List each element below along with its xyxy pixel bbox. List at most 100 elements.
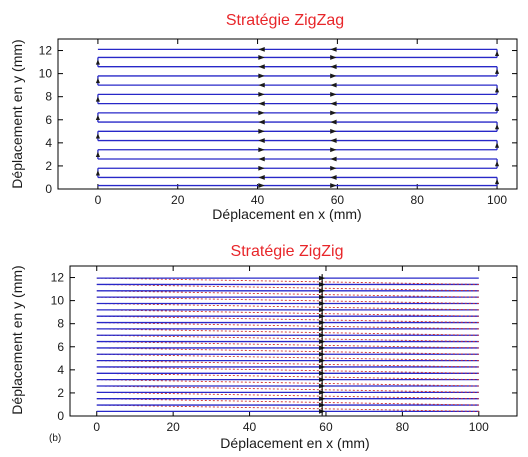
y-tick-label: 6 xyxy=(45,113,52,127)
x-axis-label-zigzig: Déplacement en x (mm) xyxy=(220,435,369,451)
direction-arrow xyxy=(330,183,337,188)
direction-arrow xyxy=(258,183,265,188)
step-arrow xyxy=(494,105,500,111)
direction-arrow xyxy=(330,175,337,180)
return-line xyxy=(96,296,479,304)
x-tick-label: 80 xyxy=(396,420,410,434)
return-line xyxy=(96,404,479,412)
step-arrow xyxy=(494,161,500,167)
direction-arrow xyxy=(258,46,265,52)
x-tick-label: 0 xyxy=(95,193,102,207)
step-arrow xyxy=(95,77,100,84)
direction-arrow xyxy=(330,82,337,88)
direction-arrow xyxy=(330,156,337,162)
return-line xyxy=(96,353,479,362)
direction-arrow xyxy=(258,110,265,116)
chart-zigzig: Stratégie ZigZig 0 20 40 60 80 100 0 2 4 6 8 10 12 (… xyxy=(9,243,518,451)
x-tick-label: 40 xyxy=(251,193,265,207)
direction-arrow xyxy=(330,119,337,125)
panel-label-b: (b) xyxy=(49,433,61,444)
direction-arrow xyxy=(330,110,337,116)
x-tick-label: 20 xyxy=(166,420,180,434)
y-axis-label-zigzig: Déplacement en y (mm) xyxy=(9,265,25,414)
return-line xyxy=(96,303,479,311)
direction-arrow xyxy=(330,73,337,79)
y-tick-label: 8 xyxy=(45,90,52,104)
plot-area-zigzag xyxy=(57,38,518,190)
step-arrow xyxy=(95,96,100,102)
direction-arrow xyxy=(330,128,337,134)
direction-arrow xyxy=(258,175,265,180)
direction-arrow xyxy=(258,138,265,143)
y-tick-label: 4 xyxy=(45,136,52,150)
direction-arrow xyxy=(330,64,337,70)
y-tick-label: 2 xyxy=(45,159,52,173)
step-arrow xyxy=(494,50,500,57)
direction-arrow xyxy=(258,91,265,97)
return-line xyxy=(96,322,479,330)
direction-arrow xyxy=(330,147,337,153)
direction-arrow xyxy=(330,165,337,171)
axis-ticks-zigzig: 0 20 40 60 80 100 0 2 4 6 8 10 12 xyxy=(51,266,517,434)
return-line xyxy=(96,334,479,343)
y-axis-label-zigzag: Déplacement en y (mm) xyxy=(9,39,25,188)
return-line xyxy=(96,360,479,368)
direction-arrow xyxy=(258,156,265,162)
direction-arrow xyxy=(258,165,265,171)
x-tick-label: 20 xyxy=(171,193,185,207)
return-line xyxy=(96,328,479,336)
x-axis-label-zigzag: Déplacement en x (mm) xyxy=(212,206,361,222)
step-arrow xyxy=(494,87,500,93)
direction-arrow xyxy=(330,101,337,107)
return-line xyxy=(96,391,479,400)
direction-arrow xyxy=(258,73,265,79)
y-tick-label: 2 xyxy=(57,386,64,400)
x-tick-label: 0 xyxy=(93,420,100,434)
step-arrow xyxy=(95,133,100,139)
step-arrow xyxy=(494,124,500,130)
step-arrow xyxy=(494,142,500,148)
y-tick-label: 6 xyxy=(57,340,64,354)
step-arrow xyxy=(95,114,100,121)
toolpath-zigzig xyxy=(96,277,479,413)
chart-title-zigzig: Stratégie ZigZig xyxy=(231,243,344,260)
direction-arrows-zigzig xyxy=(318,274,326,416)
y-tick-label: 8 xyxy=(57,317,64,331)
plot-area-zigzig xyxy=(69,265,518,417)
return-line xyxy=(96,309,479,317)
toolpath-zigzag xyxy=(97,48,498,187)
step-arrow xyxy=(494,68,500,74)
direction-arrow xyxy=(330,91,337,97)
return-line xyxy=(96,398,479,406)
return-line xyxy=(96,341,479,349)
x-tick-label: 60 xyxy=(319,420,333,434)
direction-arrow xyxy=(258,147,265,153)
direction-arrows-zigzag xyxy=(95,46,500,188)
step-arrow xyxy=(494,178,500,185)
return-line xyxy=(96,277,479,285)
y-tick-label: 10 xyxy=(51,294,65,308)
return-line xyxy=(96,372,479,381)
direction-arrow xyxy=(258,55,265,60)
x-tick-label: 80 xyxy=(411,193,425,207)
axis-ticks-zigzag: 0 20 40 60 80 100 0 2 4 6 8 10 12 xyxy=(39,39,517,207)
step-arrow xyxy=(95,59,100,65)
y-tick-label: 0 xyxy=(57,409,64,423)
return-line xyxy=(96,284,479,292)
return-line xyxy=(96,315,479,323)
x-tick-label: 100 xyxy=(487,193,507,207)
return-line xyxy=(96,290,479,298)
direction-arrow xyxy=(258,128,265,134)
chart-zigzag: Stratégie ZigZag 0 20 40 60 80 100 0 2 4 6 8 10 12 D… xyxy=(9,12,518,222)
step-arrow xyxy=(95,170,100,176)
x-tick-label: 100 xyxy=(469,420,489,434)
direction-arrow xyxy=(330,55,337,60)
y-tick-label: 4 xyxy=(57,363,64,377)
step-arrow xyxy=(95,151,100,157)
direction-arrow xyxy=(258,64,265,70)
direction-arrow xyxy=(258,101,265,107)
return-line xyxy=(96,379,479,387)
direction-arrow xyxy=(258,82,265,88)
y-tick-label: 12 xyxy=(51,271,65,285)
